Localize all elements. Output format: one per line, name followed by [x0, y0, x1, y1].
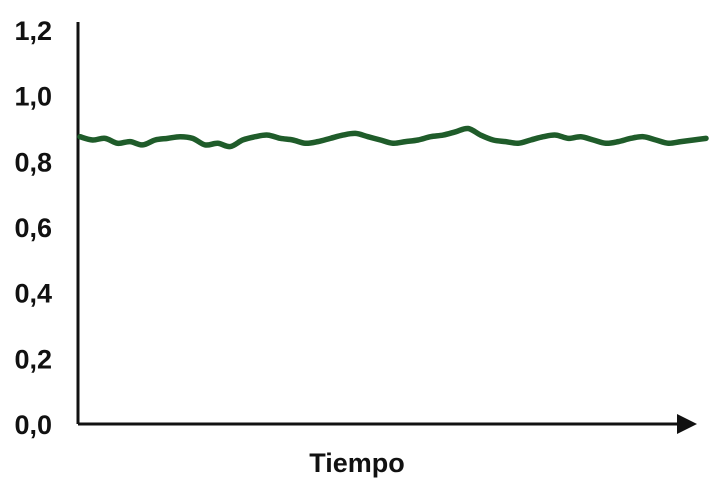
y-tick-label: 0,4	[14, 279, 52, 309]
y-tick-label: 0,0	[14, 410, 52, 440]
series-layer	[77, 125, 709, 150]
y-tick-label: 0,2	[14, 344, 52, 374]
series-line-0	[77, 125, 709, 150]
y-tick-label: 0,8	[14, 147, 52, 177]
x-axis-title: Tiempo	[309, 448, 405, 478]
y-tick-label: 1,2	[14, 16, 52, 46]
y-tick-label: 1,0	[14, 82, 52, 112]
y-axis-ticks: 0,0 0,2 0,4 0,6 0,8 1,0 1,2	[14, 16, 52, 440]
x-axis-arrow	[677, 414, 697, 434]
y-tick-label: 0,6	[14, 213, 52, 243]
